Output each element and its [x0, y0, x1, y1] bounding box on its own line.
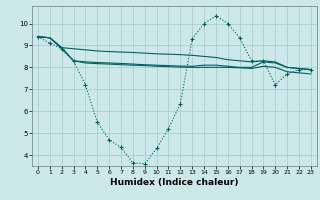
X-axis label: Humidex (Indice chaleur): Humidex (Indice chaleur) [110, 178, 239, 187]
